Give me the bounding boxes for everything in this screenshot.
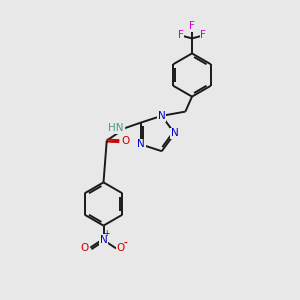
Text: +: + xyxy=(103,229,110,238)
Text: N: N xyxy=(100,235,107,245)
Text: HN: HN xyxy=(108,123,124,133)
Text: N: N xyxy=(158,111,166,121)
Text: O: O xyxy=(116,243,125,254)
Text: N: N xyxy=(171,128,178,139)
Text: F: F xyxy=(200,30,206,40)
Text: O: O xyxy=(122,136,130,146)
Text: N: N xyxy=(137,140,145,149)
Text: F: F xyxy=(178,30,184,40)
Text: F: F xyxy=(189,21,195,31)
Text: -: - xyxy=(124,239,128,248)
Text: O: O xyxy=(81,243,89,254)
